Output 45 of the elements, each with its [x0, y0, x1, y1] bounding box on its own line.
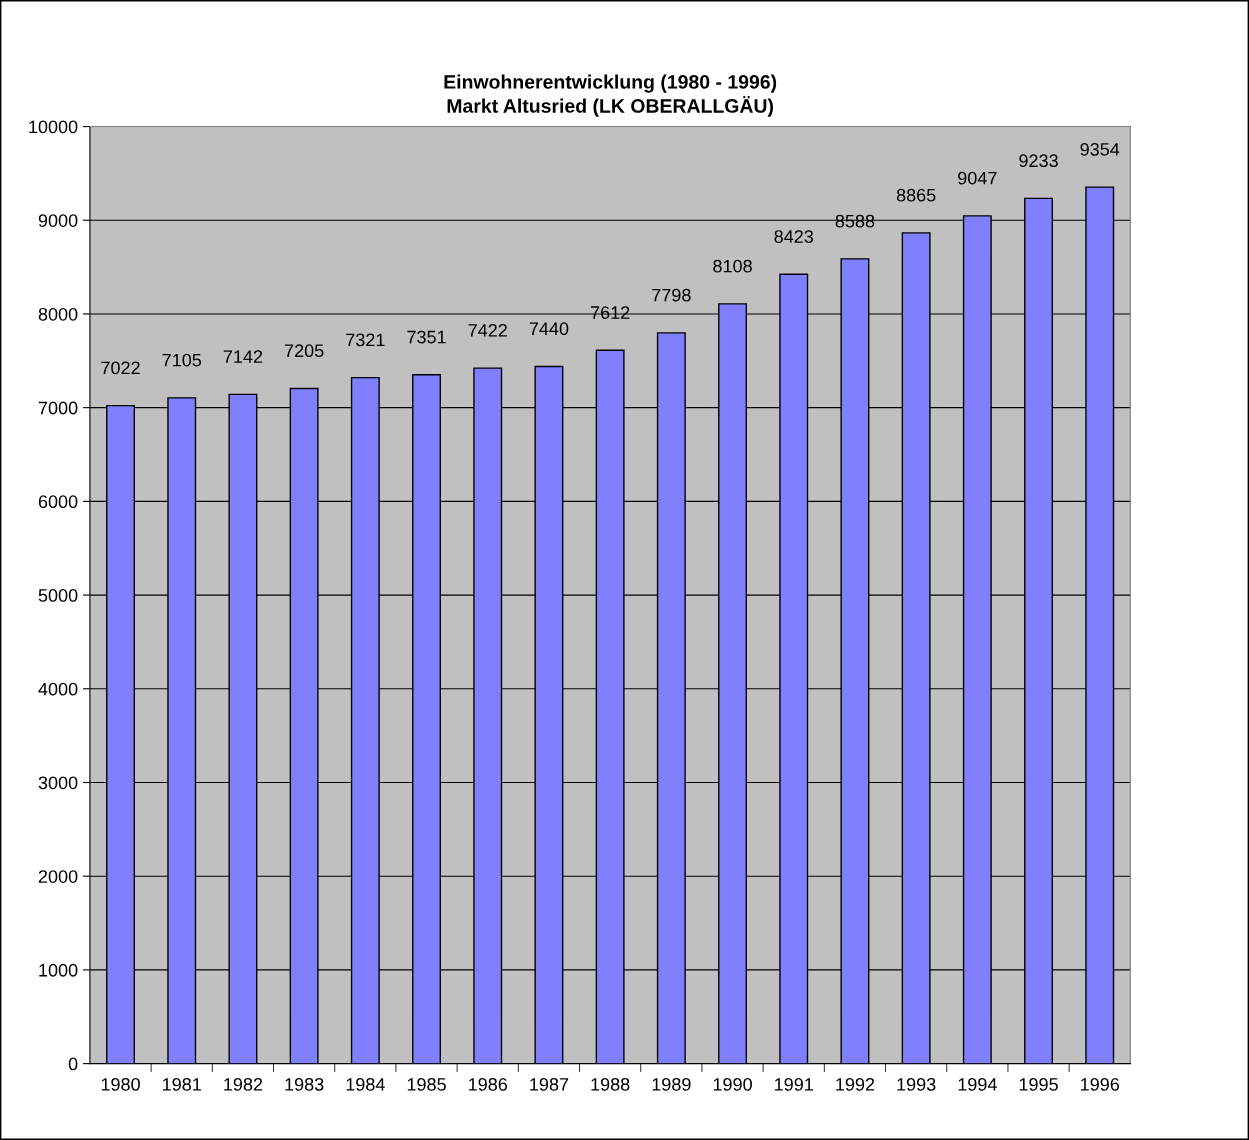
x-tick-label: 1984	[346, 1077, 385, 1091]
x-tick-label: 1989	[652, 1077, 691, 1091]
x-tick-label: 1983	[285, 1077, 324, 1091]
y-tick-label: 8000	[38, 307, 78, 321]
data-label: 7022	[101, 361, 140, 375]
x-tick-label: 1990	[713, 1077, 752, 1091]
x-tick-label: 1994	[958, 1077, 997, 1091]
data-label: 7321	[346, 333, 385, 347]
y-tick-label: 0	[68, 1057, 78, 1071]
data-label: 7612	[590, 306, 630, 319]
y-tick-label: 7000	[38, 401, 78, 415]
x-tick-label: 1985	[407, 1077, 446, 1091]
x-tick-label: 1996	[1081, 1077, 1120, 1091]
data-label: 7351	[407, 330, 446, 344]
data-label: 8423	[774, 230, 814, 243]
data-label: 7205	[284, 344, 324, 358]
x-tick-label: 1987	[530, 1077, 569, 1091]
x-tick-label: 1991	[775, 1077, 813, 1091]
y-tick-label: 4000	[38, 682, 78, 696]
y-tick-label: 3000	[38, 776, 78, 790]
data-label: 7105	[162, 353, 202, 367]
x-tick-label: 1995	[1019, 1077, 1058, 1091]
x-tick-label: 1982	[224, 1077, 263, 1091]
data-label: 7798	[652, 288, 691, 302]
data-label: 9233	[1019, 154, 1058, 168]
data-label: 9047	[958, 171, 997, 185]
chart-title: Einwohnerentwicklung (1980 - 1996) Markt Altusried (LK OBERALLGÄU)	[444, 74, 777, 117]
x-tick-label: 1986	[469, 1077, 508, 1091]
y-tick-label: 10000	[29, 120, 78, 134]
data-label: 7422	[468, 323, 507, 337]
y-tick-label: 1000	[39, 963, 78, 977]
data-label: 7440	[529, 322, 569, 336]
x-tick-label: 1988	[591, 1077, 630, 1091]
y-tick-label: 9000	[38, 214, 78, 227]
data-label: 8108	[713, 259, 752, 273]
x-tick-label: 1992	[836, 1077, 875, 1091]
x-tick-label: 1980	[101, 1077, 140, 1091]
x-tick-label: 1993	[897, 1077, 936, 1091]
data-label: 9354	[1080, 142, 1120, 156]
y-tick-label: 5000	[38, 589, 78, 602]
y-tick-label: 6000	[38, 495, 78, 509]
data-label: 8865	[896, 188, 936, 202]
x-tick-label: 1981	[163, 1077, 201, 1091]
y-tick-label: 2000	[38, 870, 78, 883]
data-label: 7142	[223, 350, 263, 363]
